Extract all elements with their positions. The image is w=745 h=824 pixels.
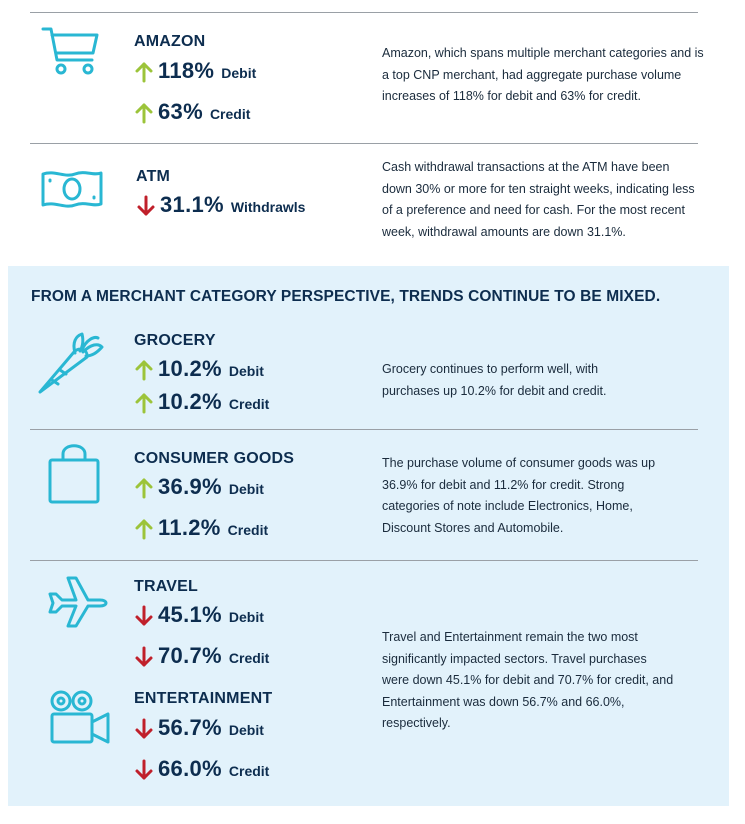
travel-debit-stat: 45.1% Debit bbox=[134, 602, 264, 630]
amazon-debit-label: Debit bbox=[221, 65, 257, 81]
grocery-debit-value: 10.2% bbox=[158, 356, 222, 381]
up-arrow-icon bbox=[134, 102, 154, 124]
consumer-goods-title: CONSUMER GOODS bbox=[134, 450, 295, 467]
consumer-goods-credit-stat: 11.2% Credit bbox=[134, 515, 268, 543]
consumer-goods-debit-label: Debit bbox=[228, 481, 264, 497]
up-arrow-icon bbox=[134, 359, 154, 381]
divider-grocery-consumer bbox=[30, 429, 698, 430]
down-arrow-icon bbox=[134, 718, 154, 740]
grocery-credit-stat: 10.2% Credit bbox=[134, 389, 269, 417]
amazon-credit-label: Credit bbox=[209, 106, 251, 122]
grocery-debit-stat: 10.2% Debit bbox=[134, 356, 264, 384]
up-arrow-icon bbox=[134, 61, 154, 83]
divider-top bbox=[30, 12, 698, 13]
atm-withdrawals-value: 31.1% bbox=[160, 192, 224, 217]
down-arrow-icon bbox=[134, 759, 154, 781]
grocery-title: GROCERY bbox=[134, 332, 216, 349]
travel-debit-value: 45.1% bbox=[158, 602, 222, 627]
shopping-bag-icon bbox=[46, 440, 102, 506]
grocery-credit-value: 10.2% bbox=[158, 389, 222, 414]
entertainment-title: ENTERTAINMENT bbox=[134, 690, 273, 707]
entertainment-credit-label: Credit bbox=[228, 763, 270, 779]
atm-withdrawals-stat: 31.1% Withdrawls bbox=[136, 192, 305, 220]
atm-title: ATM bbox=[136, 168, 171, 185]
airplane-icon bbox=[44, 572, 110, 630]
travel-title: TRAVEL bbox=[134, 578, 199, 595]
merchant-section-heading: FROM A MERCHANT CATEGORY PERSPECTIVE, TR… bbox=[31, 288, 661, 305]
entertainment-debit-stat: 56.7% Debit bbox=[134, 715, 264, 743]
merchant-category-panel bbox=[8, 266, 729, 806]
grocery-description: Grocery continues to perform well, with … bbox=[382, 362, 607, 398]
down-arrow-icon bbox=[134, 646, 154, 668]
amazon-description: Amazon, which spans multiple merchant ca… bbox=[382, 46, 704, 103]
consumer-goods-debit-value: 36.9% bbox=[158, 474, 222, 499]
cash-bill-icon bbox=[39, 168, 105, 210]
grocery-credit-label: Credit bbox=[228, 396, 270, 412]
consumer-goods-description: The purchase volume of consumer goods wa… bbox=[382, 456, 656, 535]
down-arrow-icon bbox=[136, 195, 156, 217]
carrot-icon bbox=[36, 330, 106, 396]
amazon-debit-stat: 118% Debit bbox=[134, 58, 256, 86]
atm-withdrawals-label: Withdrawls bbox=[230, 199, 306, 215]
travel-entertainment-description: Travel and Entertainment remain the two … bbox=[382, 630, 674, 730]
atm-description: Cash withdrawal transactions at the ATM … bbox=[382, 160, 695, 239]
amazon-credit-value: 63% bbox=[158, 99, 203, 124]
up-arrow-icon bbox=[134, 518, 154, 540]
consumer-goods-credit-value: 11.2% bbox=[158, 515, 221, 540]
grocery-debit-label: Debit bbox=[228, 363, 264, 379]
travel-credit-value: 70.7% bbox=[158, 643, 222, 668]
divider-consumer-travel bbox=[30, 560, 698, 561]
video-camera-icon bbox=[48, 688, 112, 746]
up-arrow-icon bbox=[134, 392, 154, 414]
shopping-cart-icon bbox=[40, 24, 102, 78]
consumer-goods-debit-stat: 36.9% Debit bbox=[134, 474, 264, 502]
travel-credit-label: Credit bbox=[228, 650, 270, 666]
travel-debit-label: Debit bbox=[228, 609, 264, 625]
amazon-title: AMAZON bbox=[134, 33, 206, 50]
travel-credit-stat: 70.7% Credit bbox=[134, 643, 269, 671]
up-arrow-icon bbox=[134, 477, 154, 499]
divider-amazon-atm bbox=[30, 143, 698, 144]
amazon-credit-stat: 63% Credit bbox=[134, 99, 250, 127]
entertainment-credit-stat: 66.0% Credit bbox=[134, 756, 269, 784]
down-arrow-icon bbox=[134, 605, 154, 627]
entertainment-credit-value: 66.0% bbox=[158, 756, 222, 781]
amazon-debit-value: 118% bbox=[158, 58, 215, 83]
entertainment-debit-value: 56.7% bbox=[158, 715, 222, 740]
consumer-goods-credit-label: Credit bbox=[227, 522, 269, 538]
entertainment-debit-label: Debit bbox=[228, 722, 264, 738]
